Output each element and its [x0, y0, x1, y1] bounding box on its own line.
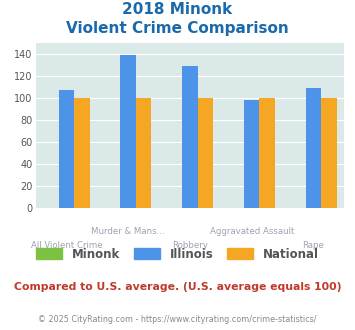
Bar — [182, 66, 198, 208]
Text: Compared to U.S. average. (U.S. average equals 100): Compared to U.S. average. (U.S. average … — [14, 282, 341, 292]
Text: Violent Crime Comparison: Violent Crime Comparison — [66, 21, 289, 36]
Text: 2018 Minonk: 2018 Minonk — [122, 2, 233, 16]
Legend: Minonk, Illinois, National: Minonk, Illinois, National — [30, 242, 325, 267]
Bar — [321, 98, 337, 208]
Bar — [244, 100, 260, 208]
Bar — [136, 98, 151, 208]
Bar — [306, 88, 321, 208]
Text: Rape: Rape — [302, 241, 324, 250]
Text: Robbery: Robbery — [172, 241, 208, 250]
Text: Aggravated Assault: Aggravated Assault — [209, 227, 294, 236]
Bar — [120, 55, 136, 208]
Bar — [74, 98, 89, 208]
Bar — [260, 98, 275, 208]
Bar — [59, 90, 74, 208]
Text: Murder & Mans...: Murder & Mans... — [91, 227, 165, 236]
Text: © 2025 CityRating.com - https://www.cityrating.com/crime-statistics/: © 2025 CityRating.com - https://www.city… — [38, 315, 317, 324]
Text: All Violent Crime: All Violent Crime — [31, 241, 102, 250]
Bar — [198, 98, 213, 208]
